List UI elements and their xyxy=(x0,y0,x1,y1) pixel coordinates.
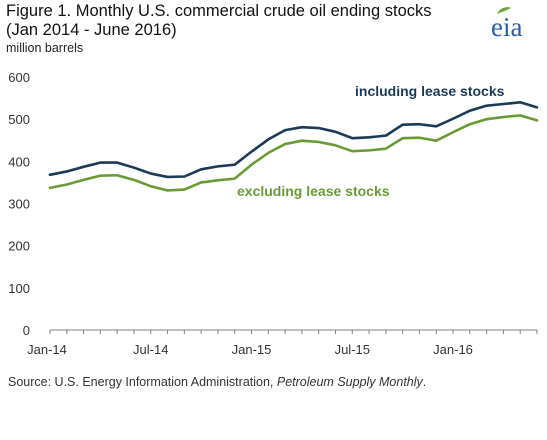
y-tick-label: 400 xyxy=(8,154,30,169)
source-note: Source: U.S. Energy Information Administ… xyxy=(8,375,426,389)
chart-title-line-1: Figure 1. Monthly U.S. commercial crude … xyxy=(6,2,432,20)
source-publication: Petroleum Supply Monthly xyxy=(276,375,423,389)
chart-series-layer xyxy=(48,101,539,192)
series-line-excluding-lease-stocks xyxy=(48,114,539,192)
y-tick-label: 500 xyxy=(8,112,30,127)
x-tick-label: Jul-14 xyxy=(133,342,168,357)
series-line-including-lease-stocks xyxy=(48,101,539,179)
chart-axes: 0 100 200 300 400 500 600 Jan-14 Jul-14 Jan-15 Jul… xyxy=(8,70,538,357)
source-end: . xyxy=(422,375,427,389)
y-tick-label: 0 xyxy=(23,323,30,338)
eia-logo-text: eia xyxy=(491,12,522,42)
line-chart: 0 100 200 300 400 500 600 Jan-14 Jul-14 Jan-15 Jul… xyxy=(8,70,539,357)
eia-logo: eia xyxy=(491,7,522,42)
series-label-including-lease-stocks: including lease stocks xyxy=(355,83,505,99)
source-label: Source: U.S. Energy Information Administ… xyxy=(8,375,277,389)
chart-title: Figure 1. Monthly U.S. commercial crude … xyxy=(6,2,476,40)
x-tick-label: Jul-15 xyxy=(335,342,370,357)
chart-title-line-2: (Jan 2014 - June 2016) xyxy=(6,21,177,39)
y-tick-label: 300 xyxy=(8,197,30,212)
series-label-excluding-lease-stocks: excluding lease stocks xyxy=(237,183,390,199)
x-tick-label: Jan-15 xyxy=(232,342,272,357)
y-tick-label: 200 xyxy=(8,239,30,254)
x-tick-label: Jan-16 xyxy=(433,342,473,357)
eia-logo-leaf xyxy=(497,7,511,14)
y-tick-label: 600 xyxy=(8,70,30,85)
x-tick-label: Jan-14 xyxy=(27,342,67,357)
chart-labels-layer: including lease stocks excluding lease st… xyxy=(237,83,505,199)
units-label: million barrels xyxy=(6,41,84,55)
y-tick-label: 100 xyxy=(8,281,30,296)
